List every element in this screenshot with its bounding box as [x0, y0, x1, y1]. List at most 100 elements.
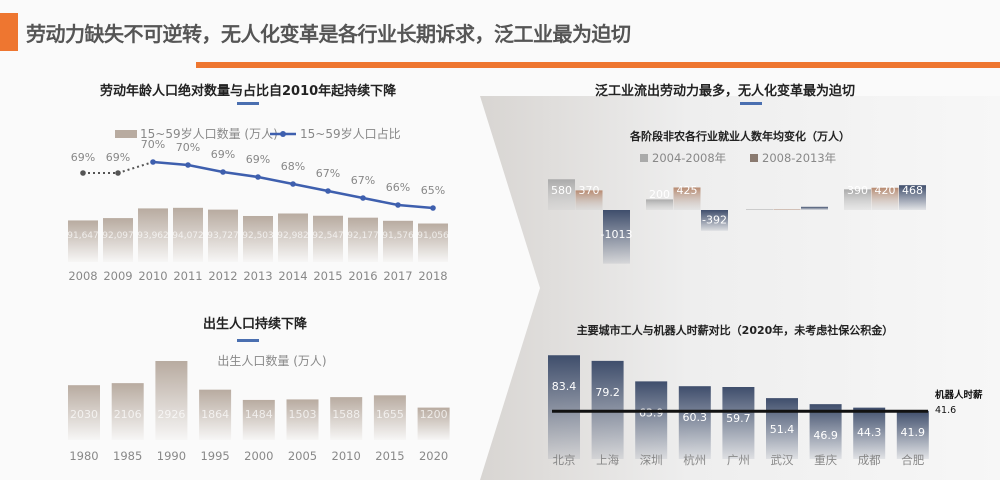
line-point [255, 174, 261, 180]
bar-value-label: 51.4 [770, 423, 795, 436]
bar-value-label: 2926 [157, 408, 185, 421]
bar-value-label: 83.4 [552, 380, 577, 393]
bar-employment-change [646, 199, 673, 210]
bar-value-label: 92,982 [277, 231, 309, 241]
bar-employment-change [673, 187, 701, 210]
title-underline [237, 339, 259, 342]
bar-value-label: 1200 [420, 408, 448, 421]
legend-label: 15~59岁人口数量 (万人) [140, 126, 278, 141]
line-value-label: 69% [106, 151, 130, 164]
x-tick-label: 2014 [278, 269, 307, 283]
bar-births [111, 383, 144, 440]
x-tick-label: 2011 [173, 269, 202, 283]
bar-value-label: 91,576 [382, 231, 414, 241]
bar-value-label: 92,547 [312, 231, 344, 241]
title-underline [237, 102, 259, 105]
line-point [290, 181, 296, 187]
bar-population [313, 215, 343, 262]
x-tick-label: 杭州 [683, 453, 706, 467]
bar-births [155, 360, 188, 440]
line-point [430, 205, 436, 211]
x-tick-label: 2010 [332, 449, 361, 463]
bar-value-label: 468 [902, 184, 923, 197]
bar-employment-change [746, 209, 773, 210]
bar-births [417, 407, 450, 440]
bar-hourly-wage [896, 410, 929, 459]
bar-value-label: 2106 [114, 408, 142, 421]
legend-label: 2004-2008年 [652, 151, 726, 165]
x-tick-label: 1980 [69, 449, 98, 463]
x-tick-label: 1985 [113, 449, 142, 463]
bar-employment-change [603, 210, 630, 264]
bar-employment-change [701, 210, 728, 231]
bar-value-label: 79.2 [595, 386, 620, 399]
bar-births [68, 385, 100, 440]
bar-value-label: 370 [579, 184, 600, 197]
x-tick-label: 2008 [68, 269, 97, 283]
bar-births [286, 399, 319, 440]
x-tick-label: 2009 [103, 269, 132, 283]
bar-hourly-wage [766, 398, 798, 459]
bar-value-label: 425 [677, 184, 698, 197]
legend-swatch-2004 [640, 154, 648, 162]
line-point [325, 188, 331, 194]
reference-label: 机器人时薪 [935, 389, 983, 401]
bar-value-label: 94,072 [172, 231, 204, 241]
bar-employment-change [871, 187, 899, 210]
bar-hourly-wage [853, 407, 886, 459]
bar-hourly-wage [678, 386, 711, 459]
bar-value-label: 41.9 [901, 426, 926, 439]
x-tick-label: 2020 [419, 449, 448, 463]
x-tick-label: 2012 [208, 269, 237, 283]
legend-marker [280, 131, 286, 137]
x-tick-label: 2013 [243, 269, 272, 283]
bar-population [243, 215, 273, 262]
line-point [185, 162, 191, 168]
bar-employment-change [899, 185, 926, 210]
bar-population [208, 209, 238, 262]
line-value-label: 70% [176, 141, 200, 154]
legend-swatch-2008 [750, 154, 758, 162]
x-tick-label: 2016 [348, 269, 377, 283]
line-value-label: 67% [316, 167, 340, 180]
legend-label: 出生人口数量 (万人) [217, 353, 326, 368]
bar-value-label: 1503 [289, 408, 317, 421]
x-tick-label: 上海 [596, 453, 619, 467]
bar-value-label: 63.9 [639, 406, 664, 419]
bar-value-label: 44.3 [857, 426, 882, 439]
bar-value-label: 2030 [70, 408, 98, 421]
x-tick-label: 北京 [553, 453, 576, 467]
bar-hourly-wage [635, 381, 668, 459]
bar-population [278, 213, 308, 262]
bar-value-label: 93,727 [207, 231, 239, 241]
bar-employment-change [844, 189, 871, 210]
x-tick-label: 广州 [727, 453, 750, 467]
bar-hourly-wage [809, 404, 842, 459]
bar-value-label: 93,962 [137, 231, 169, 241]
x-tick-label: 2015 [375, 449, 404, 463]
bar-value-label: 1588 [332, 408, 360, 421]
line-point [80, 170, 86, 176]
x-tick-label: 深圳 [640, 453, 663, 467]
title-underline [740, 102, 762, 105]
x-tick-label: 1995 [200, 449, 229, 463]
bar-value-label: 92,097 [102, 231, 134, 241]
line-point [395, 202, 401, 208]
x-tick-label: 1990 [157, 449, 186, 463]
line-value-label: 65% [421, 184, 445, 197]
bar-births [242, 399, 275, 440]
line-value-label: 70% [141, 138, 165, 151]
legend-swatch-population [115, 130, 137, 138]
section-title-births: 出生人口持续下降 [203, 317, 308, 332]
bar-value-label: 1655 [376, 408, 404, 421]
line-value-label: 67% [351, 174, 375, 187]
line-point [220, 169, 226, 175]
bar-value-label: 390 [847, 184, 868, 197]
bar-births [199, 389, 232, 440]
bar-value-label: 420 [875, 184, 896, 197]
title-accent-block [0, 13, 18, 51]
bar-value-label: 200 [649, 188, 670, 201]
bar-value-label: 91,056 [417, 231, 449, 241]
x-tick-label: 2010 [138, 269, 167, 283]
